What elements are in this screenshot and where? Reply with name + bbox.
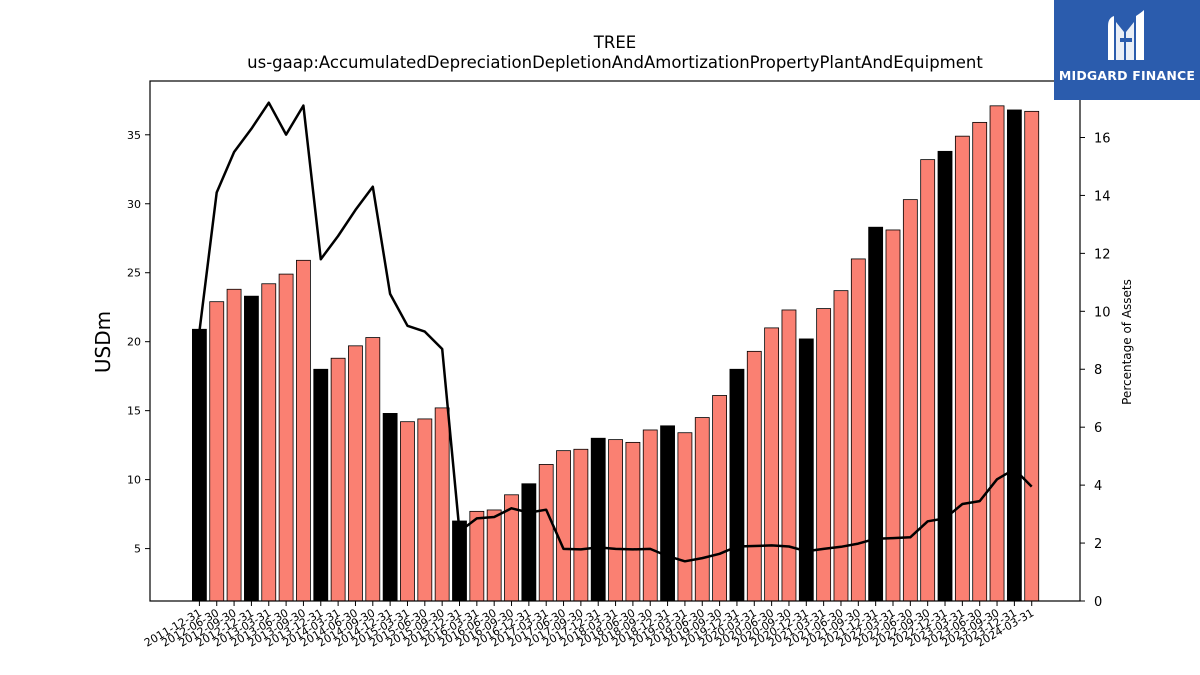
y2-tick-label: 2: [1094, 537, 1102, 552]
bar: [816, 308, 832, 602]
bar: [868, 226, 884, 602]
bar: [660, 425, 675, 602]
y-tick-label: 20: [127, 336, 141, 349]
bar: [209, 301, 225, 602]
y-tick-label: 25: [127, 267, 141, 280]
y2-tick-label: 10: [1094, 305, 1111, 320]
bar: [642, 429, 658, 602]
percentage-line: [198, 101, 1033, 563]
bar: [625, 441, 641, 602]
bar: [469, 510, 485, 602]
bar: [452, 520, 467, 602]
y2-tick-label: 12: [1094, 247, 1111, 262]
bars-group: [191, 105, 1040, 602]
plot-frame: [149, 80, 1081, 602]
y2-tick-label: 14: [1094, 189, 1111, 204]
bar: [1006, 109, 1022, 602]
bar: [313, 368, 329, 602]
bar: [989, 105, 1005, 602]
bar: [417, 418, 433, 602]
bar: [486, 509, 502, 602]
bar: [885, 229, 901, 602]
bar: [833, 290, 849, 602]
y2-tick-label: 0: [1094, 595, 1102, 610]
bar: [972, 121, 988, 602]
bar: [226, 288, 242, 602]
bar: [590, 437, 606, 602]
y-axis-label: USDm: [91, 311, 115, 373]
bar: [850, 258, 866, 602]
bar: [278, 273, 294, 602]
bar: [937, 150, 953, 602]
bar: [729, 368, 745, 602]
bar: [608, 439, 623, 602]
bar: [798, 338, 814, 602]
bar: [954, 135, 970, 602]
logo-text: MIDGARD FINANCE: [1058, 68, 1196, 83]
bar: [400, 421, 415, 602]
bar: [244, 295, 259, 602]
y-tick-label: 15: [127, 405, 141, 418]
y2-tick-label: 16: [1094, 131, 1111, 146]
y-tick-label: 10: [127, 474, 141, 487]
bar: [348, 345, 363, 602]
chart-title: TREE: [593, 33, 636, 52]
bar: [330, 357, 346, 602]
brand-logo: MIDGARD FINANCE: [1054, 0, 1200, 100]
bar: [694, 417, 710, 602]
bar: [902, 199, 918, 602]
y-tick-label: 30: [127, 198, 141, 211]
axes-group: 510152025303502468101214162011-12-312012…: [127, 80, 1111, 650]
bar: [296, 259, 311, 602]
bar: [434, 407, 450, 602]
y2-tick-label: 8: [1094, 363, 1102, 378]
bar: [781, 309, 797, 602]
bar: [764, 327, 780, 602]
y2-axis-label: Percentage of Assets: [1120, 279, 1134, 405]
bar: [712, 395, 727, 602]
bar: [191, 328, 207, 602]
bar: [521, 483, 537, 602]
y-tick-label: 35: [127, 129, 141, 142]
bar: [920, 159, 936, 602]
bar: [573, 448, 589, 602]
bar: [538, 464, 554, 602]
midgard-logo-icon: [1108, 10, 1144, 60]
bar: [382, 413, 398, 602]
bar: [365, 337, 381, 602]
y2-tick-label: 4: [1094, 479, 1102, 494]
bar: [556, 450, 571, 602]
y-tick-label: 5: [134, 543, 141, 556]
bar: [746, 350, 762, 602]
bar: [1024, 110, 1040, 602]
chart-subtitle: us-gaap:AccumulatedDepreciationDepletion…: [247, 53, 983, 72]
bar: [677, 432, 693, 602]
percentage-line-group: [198, 101, 1033, 563]
y2-tick-label: 6: [1094, 421, 1102, 436]
bar: [261, 283, 277, 602]
